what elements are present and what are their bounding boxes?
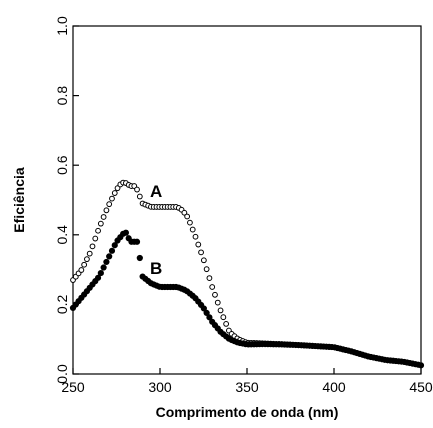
series-A-point [189,226,196,233]
series-A-point [209,284,216,290]
series-A-point [114,185,121,192]
series-B-point [133,238,141,245]
series-A-point [100,214,107,220]
series-B-point [100,264,107,271]
x-tick-label: 300 [148,379,172,395]
x-tick-label: 400 [322,379,346,395]
series-A-point [89,243,96,250]
series-B-point [206,314,213,321]
series-A-point [220,314,227,321]
y-tick-label: 0.8 [54,86,70,106]
series-layer [69,179,425,369]
series-A-point [109,195,115,202]
y-tick-label: 1.0 [54,16,70,36]
series-A-point [84,256,90,263]
series-A-point [223,320,230,327]
x-axis-title: Comprimento de onda (nm) [156,404,339,420]
y-axis-title: Eficiência [11,167,27,233]
series-B-point [97,269,104,277]
series-A [70,179,424,369]
series-A-point [103,207,110,214]
series-B [69,229,425,369]
series-A-point [184,213,191,220]
series-B-point [108,247,116,254]
series-A-point [134,186,140,193]
series-A-point [192,233,199,240]
series-B-point [111,242,118,249]
series-A-point [95,227,101,234]
series-A-point [200,257,207,264]
series-A-point [203,266,210,273]
series-B-point [203,309,210,316]
series-A-point [195,241,202,248]
x-axis: 250 300 350 400 450 [61,368,433,395]
series-B-point [103,258,110,266]
plot-frame [72,25,422,375]
series-A-point [97,220,104,227]
series-A-point [214,299,221,306]
annotation-b: B [150,259,162,278]
y-axis: 0.0 0.2 0.4 0.6 0.8 1.0 [54,16,79,384]
series-A-point [198,249,204,256]
series-A-point [106,201,113,208]
series-A-point [78,267,85,273]
series-B-point [106,253,113,260]
x-tick-label: 350 [235,379,259,395]
series-A-point [206,275,213,281]
series-B-point [136,254,143,262]
annotation-a: A [150,182,162,201]
series-A-point [81,261,88,268]
x-tick-label: 250 [61,379,85,395]
series-B-point [122,229,130,236]
series-A-point [212,291,218,298]
y-tick-label: 0.2 [54,294,70,314]
series-A-point [92,235,99,242]
series-B-point [200,305,207,312]
y-tick-label: 0.4 [54,225,70,245]
series-B-point [94,274,102,281]
series-A-point [181,209,188,216]
x-tick-label: 450 [409,379,433,395]
y-tick-label: 0.0 [54,364,70,384]
y-tick-label: 0.6 [54,155,70,175]
series-B-point [417,362,425,369]
series-A-point [86,250,93,257]
series-A-point [136,193,143,200]
series-A-point [217,307,224,314]
series-A-point [111,190,118,196]
series-A-point [187,219,193,226]
